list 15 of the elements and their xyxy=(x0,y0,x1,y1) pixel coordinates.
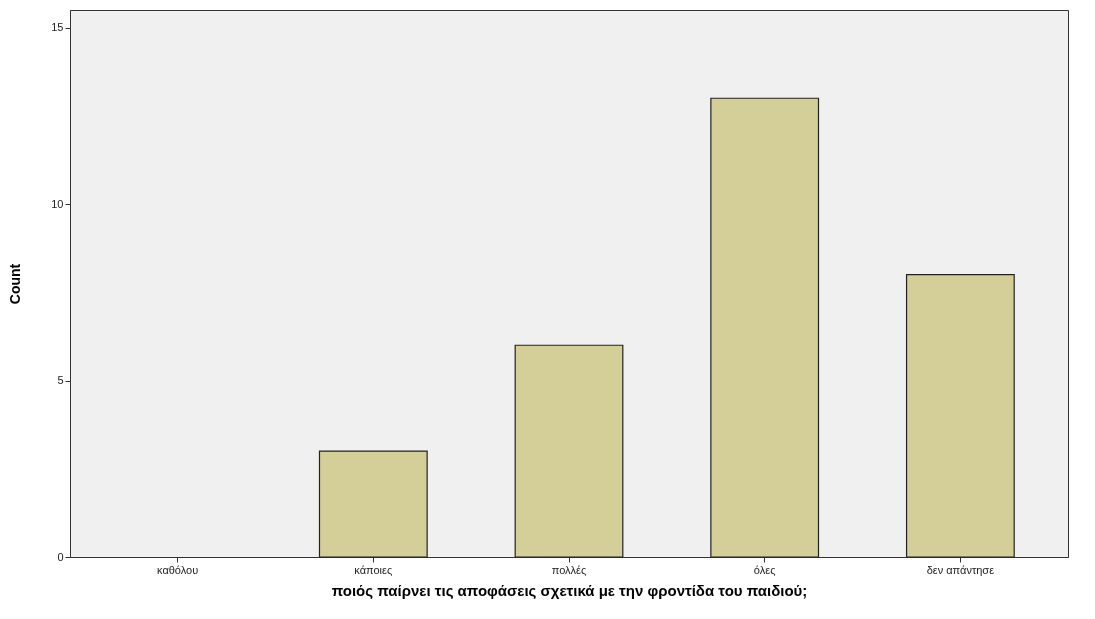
x-tick-label: κάποιες xyxy=(354,563,393,576)
bar xyxy=(905,274,1015,558)
x-tick-label: καθόλου xyxy=(157,563,199,576)
y-tick-label: 0 xyxy=(57,550,64,563)
y-tick-label: 10 xyxy=(51,197,64,210)
x-tick-label: όλες xyxy=(753,563,776,576)
x-tick-label: πολλές xyxy=(551,563,587,576)
bar xyxy=(710,97,820,558)
bar xyxy=(318,450,428,558)
x-axis-title: ποιός παίρνει τις αποφάσεις σχετικά με την φροντίδα του παιδιού; xyxy=(331,581,808,599)
bar xyxy=(514,344,624,558)
y-tick-label: 15 xyxy=(51,21,64,34)
y-tick-label: 5 xyxy=(57,374,64,387)
y-axis-title: Count xyxy=(7,263,24,305)
x-tick-label: δεν απάντησε xyxy=(926,563,995,576)
